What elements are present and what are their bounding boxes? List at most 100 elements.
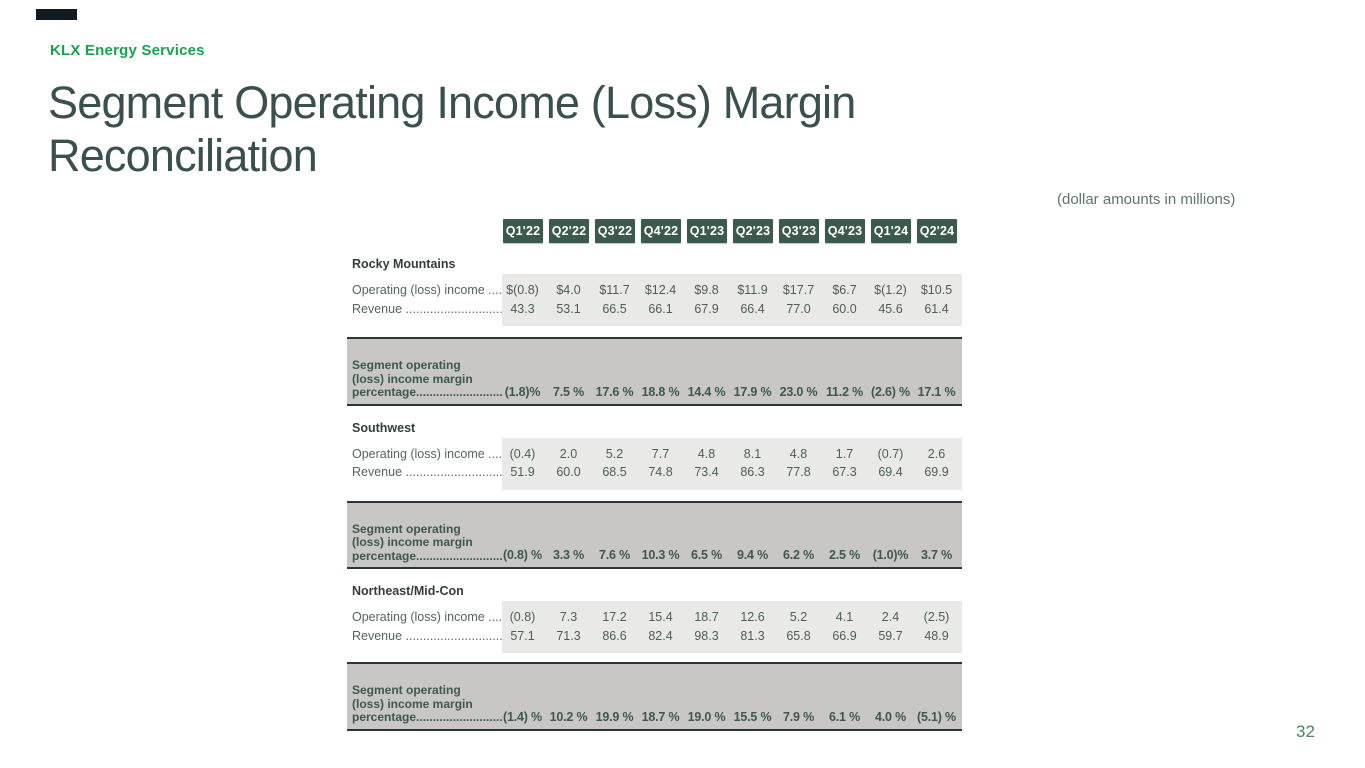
- cell-Q3'22: 66.5: [602, 301, 627, 316]
- cell-Q3'23: 77.8: [786, 465, 811, 479]
- cell-Q3'22: $11.7: [599, 283, 630, 297]
- margin-cell-Q2'23: 9.4 %: [737, 548, 768, 562]
- margin-cell-Q2'22: 10.2 %: [549, 709, 588, 724]
- segment-data-block: Operating (loss) income ..... (0.4) 2.0 5.2…: [347, 437, 962, 490]
- cell-Q2'23: $11.9: [737, 283, 768, 297]
- margin-band: Segment operating (loss) income margin per…: [347, 662, 962, 731]
- cell-Q1'22: $(0.8): [506, 283, 539, 297]
- margin-cell-Q2'22: 7.5 %: [553, 384, 584, 399]
- quarter-header-7: Q4'23: [825, 219, 865, 243]
- margin-label-line-2: percentage..........................: [352, 710, 502, 724]
- cell-Q3'22: 5.2: [605, 446, 624, 461]
- reconciliation-table: Q1'22 Q2'22 Q3'22 Q4'22 Q1'23 Q2'23 Q3'23 Q4'23…: [347, 219, 962, 731]
- cell-Q1'23: 4.8: [697, 446, 716, 461]
- row-label: Operating (loss) income .....: [352, 283, 502, 297]
- margin-row: Segment operating (loss) income margin per…: [347, 664, 962, 729]
- cell-Q2'24: $10.5: [920, 283, 953, 297]
- brand-label: KLX Energy Services: [50, 42, 205, 59]
- margin-label-line-1: (loss) income margin: [352, 696, 473, 711]
- cell-Q2'23: 86.3: [740, 465, 765, 479]
- cell-Q1'24: 2.4: [881, 610, 900, 624]
- cell-Q1'22: 57.1: [510, 628, 535, 643]
- cell-Q4'22: 74.8: [648, 465, 673, 479]
- cell-Q1'24: 45.6: [878, 301, 903, 316]
- table-row: Operating (loss) income ..... (0.8) 7.3 17.…: [347, 608, 962, 627]
- row-label: Operating (loss) income .....: [352, 610, 502, 624]
- margin-cell-Q1'24: (1.0)%: [872, 548, 909, 562]
- segment-data-background: [502, 437, 962, 490]
- table-row: Operating (loss) income ..... $(0.8) $4.0 $…: [347, 281, 962, 300]
- margin-row-label: Segment operating (loss) income margin per…: [347, 359, 502, 400]
- margin-cell-Q2'24: 17.1 %: [917, 384, 956, 399]
- margin-label-line-1: (loss) income margin: [352, 371, 473, 386]
- page-number: 32: [1296, 722, 1315, 741]
- margin-cell-Q3'23: 7.9 %: [783, 709, 814, 724]
- cell-Q1'23: 98.3: [694, 628, 719, 643]
- cell-Q2'22: 7.3: [559, 610, 578, 624]
- segment-name: Northeast/Mid-Con: [352, 584, 464, 598]
- margin-cell-Q4'23: 2.5 %: [829, 548, 860, 562]
- margin-row-label: Segment operating (loss) income margin per…: [347, 684, 502, 725]
- cell-Q1'23: 73.4: [694, 465, 719, 479]
- cell-Q3'23: 4.8: [789, 446, 808, 461]
- cell-Q4'23: 4.1: [835, 610, 854, 624]
- cell-Q1'23: 67.9: [694, 301, 719, 316]
- cell-Q1'22: (0.4): [509, 446, 536, 461]
- cell-Q4'23: $6.7: [832, 283, 857, 297]
- margin-band: Segment operating (loss) income margin per…: [347, 337, 962, 406]
- cell-Q4'23: 1.7: [835, 446, 854, 461]
- quarter-header-8: Q1'24: [871, 219, 911, 243]
- segment-name: Rocky Mountains: [352, 257, 456, 271]
- cell-Q1'22: (0.8): [509, 610, 536, 624]
- margin-cell-Q1'23: 14.4 %: [687, 384, 726, 399]
- margin-row-label: Segment operating (loss) income margin per…: [347, 523, 502, 564]
- quarter-header-5: Q2'23: [733, 219, 773, 243]
- cell-Q2'23: 66.4: [740, 301, 765, 316]
- cell-Q2'24: (2.5): [923, 610, 950, 624]
- quarter-header-9: Q2'24: [917, 219, 957, 243]
- quarter-header-0: Q1'22: [503, 219, 543, 243]
- cell-Q4'22: 15.4: [648, 610, 673, 624]
- quarter-header-1: Q2'22: [549, 219, 589, 243]
- cell-Q1'23: $9.8: [694, 283, 719, 297]
- margin-cell-Q2'24: 3.7 %: [921, 548, 952, 562]
- margin-cell-Q3'22: 7.6 %: [599, 548, 630, 562]
- cell-Q3'23: 5.2: [789, 610, 808, 624]
- margin-label-line-2: percentage..........................: [352, 385, 502, 399]
- row-label: Revenue ...............................: [352, 301, 502, 316]
- margin-label-line-0: Segment operating: [352, 522, 461, 536]
- cell-Q2'23: 8.1: [743, 446, 762, 461]
- margin-cell-Q4'23: 11.2 %: [825, 384, 864, 399]
- page-title: Segment Operating Income (Loss) Margin Re…: [48, 76, 1028, 182]
- cell-Q3'22: 86.6: [602, 628, 627, 643]
- cell-Q1'24: 69.4: [878, 465, 903, 479]
- cell-Q4'23: 66.9: [832, 628, 857, 643]
- quarter-header-4: Q1'23: [687, 219, 727, 243]
- row-label: Revenue ...............................: [352, 628, 502, 643]
- margin-cell-Q4'23: 6.1 %: [829, 709, 860, 724]
- row-label: Revenue ...............................: [352, 465, 502, 479]
- cell-Q1'24: $(1.2): [874, 283, 907, 297]
- cell-Q4'22: $12.4: [644, 283, 677, 297]
- cell-Q4'23: 67.3: [832, 465, 857, 479]
- cell-Q4'22: 7.7: [651, 446, 670, 461]
- cell-Q2'22: 60.0: [556, 465, 581, 479]
- cell-Q3'22: 17.2: [602, 610, 627, 624]
- header-spacer-cell: [347, 219, 502, 243]
- margin-row: Segment operating (loss) income margin per…: [347, 339, 962, 404]
- margin-row: Segment operating (loss) income margin per…: [347, 503, 962, 568]
- margin-cell-Q3'23: 23.0 %: [779, 384, 818, 399]
- margin-cell-Q1'24: 4.0 %: [875, 709, 906, 724]
- segment-data-background: [502, 274, 962, 326]
- segment-name: Southwest: [352, 420, 416, 435]
- cell-Q2'24: 2.6: [927, 446, 946, 461]
- cell-Q2'24: 48.9: [924, 628, 949, 643]
- cell-Q2'22: 2.0: [559, 446, 578, 461]
- margin-cell-Q2'22: 3.3 %: [553, 548, 584, 562]
- cell-Q2'23: 12.6: [740, 610, 765, 624]
- title-line-2: Reconciliation: [48, 130, 318, 181]
- segment-data-background: [502, 601, 962, 653]
- cell-Q3'22: 68.5: [602, 465, 627, 479]
- cell-Q4'22: 82.4: [648, 628, 673, 643]
